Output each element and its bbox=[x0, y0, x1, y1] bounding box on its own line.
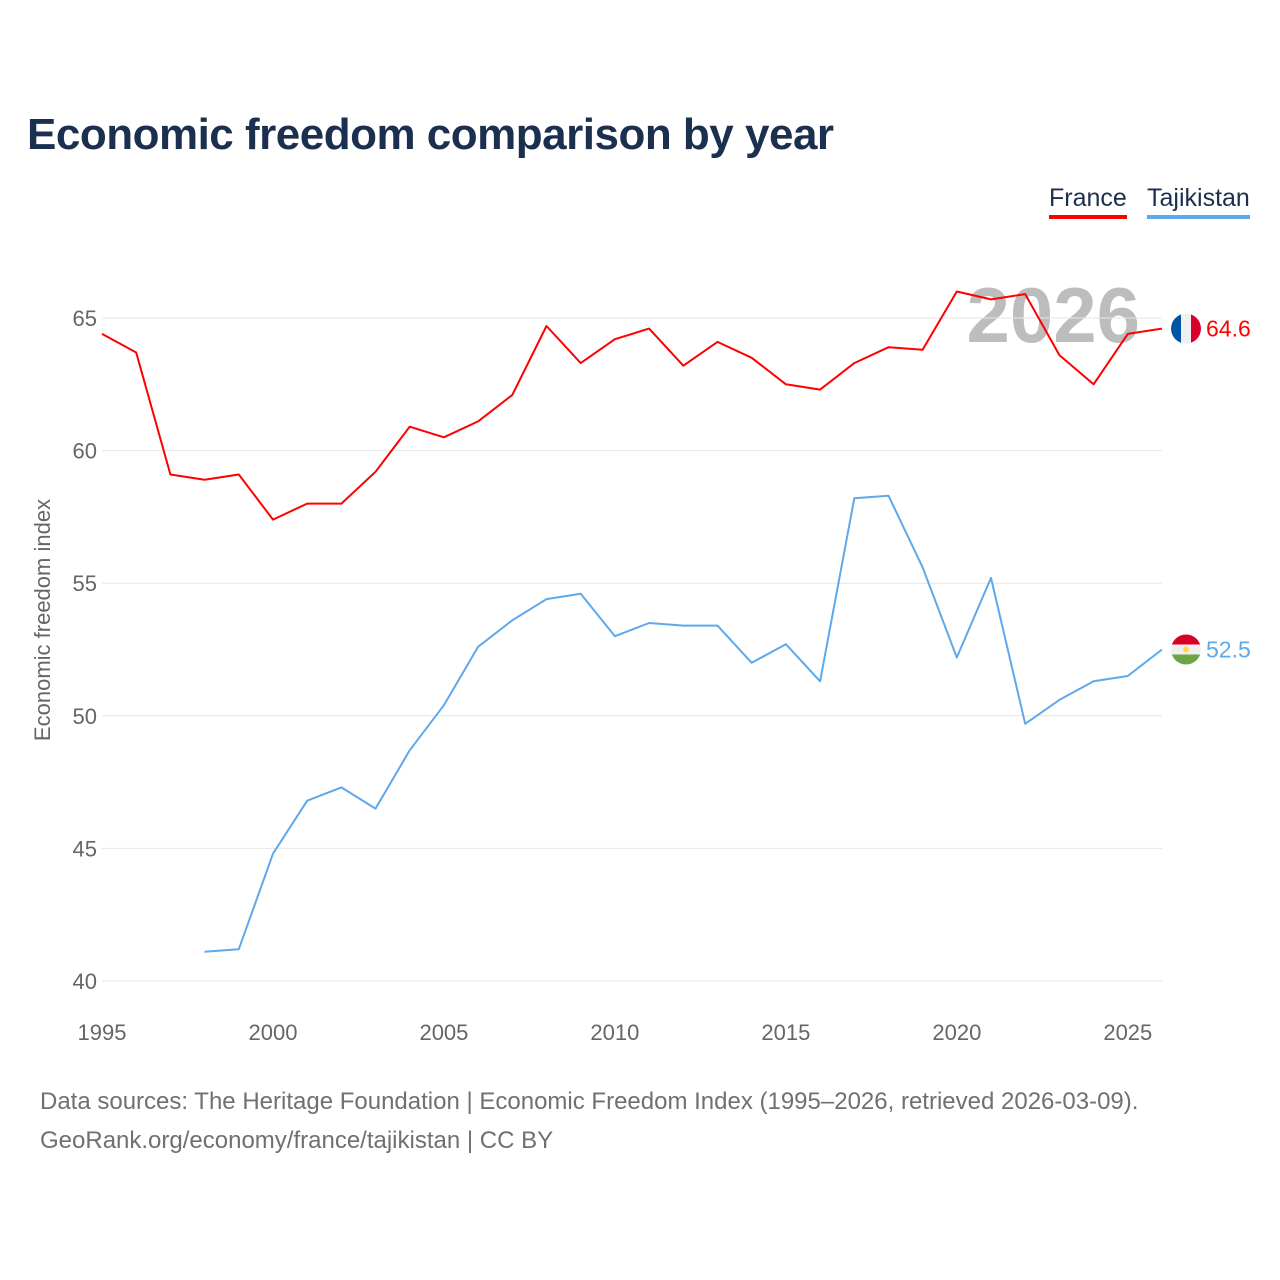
data-point bbox=[374, 807, 378, 811]
data-point bbox=[237, 947, 241, 951]
data-point bbox=[579, 592, 583, 596]
data-point bbox=[476, 645, 480, 649]
france-flag-icon bbox=[1171, 313, 1201, 344]
data-point bbox=[374, 470, 378, 474]
x-tick-label: 2015 bbox=[761, 1020, 810, 1045]
x-tick-label: 2000 bbox=[248, 1020, 297, 1045]
series-line-france bbox=[101, 290, 1163, 521]
data-point bbox=[1160, 327, 1164, 331]
y-tick-label: 65 bbox=[73, 306, 97, 331]
data-point bbox=[681, 624, 685, 628]
data-point bbox=[852, 361, 856, 365]
data-point bbox=[921, 348, 925, 352]
legend-tajikistan[interactable]: Tajikistan bbox=[1147, 184, 1250, 219]
data-point bbox=[750, 661, 754, 665]
data-point bbox=[408, 425, 412, 429]
data-point bbox=[442, 703, 446, 707]
data-point bbox=[681, 364, 685, 368]
data-point bbox=[989, 576, 993, 580]
data-source-text: Data sources: The Heritage Foundation | … bbox=[40, 1088, 1139, 1115]
data-point bbox=[510, 393, 514, 397]
data-point bbox=[955, 289, 959, 293]
data-point bbox=[1126, 332, 1130, 336]
data-point bbox=[1092, 382, 1096, 386]
tajikistan-flag-icon bbox=[1171, 634, 1201, 665]
x-tick-label: 1995 bbox=[78, 1020, 127, 1045]
data-point bbox=[203, 950, 207, 954]
y-tick-label: 55 bbox=[73, 571, 97, 596]
data-point bbox=[750, 356, 754, 360]
data-point bbox=[784, 382, 788, 386]
data-point bbox=[408, 748, 412, 752]
chart-title: Economic freedom comparison by year bbox=[27, 110, 834, 159]
y-tick-label: 60 bbox=[73, 439, 97, 464]
y-tick-label: 45 bbox=[73, 836, 97, 861]
data-point bbox=[339, 785, 343, 789]
x-tick-label: 2020 bbox=[932, 1020, 981, 1045]
end-value-label: 64.6 bbox=[1206, 316, 1251, 342]
data-point bbox=[784, 642, 788, 646]
data-point bbox=[613, 337, 617, 341]
legend-france[interactable]: France bbox=[1049, 184, 1127, 219]
data-point bbox=[305, 799, 309, 803]
data-point bbox=[1023, 292, 1027, 296]
y-axis-label: Economic freedom index bbox=[30, 499, 55, 741]
data-point bbox=[305, 502, 309, 506]
data-point bbox=[134, 350, 138, 354]
data-point bbox=[271, 852, 275, 856]
data-point bbox=[1023, 722, 1027, 726]
data-point bbox=[647, 327, 651, 331]
x-tick-label: 2025 bbox=[1103, 1020, 1152, 1045]
data-point bbox=[545, 324, 549, 328]
data-point bbox=[955, 655, 959, 659]
data-point bbox=[647, 621, 651, 625]
x-tick-label: 2005 bbox=[419, 1020, 468, 1045]
data-point bbox=[1057, 698, 1061, 702]
data-point bbox=[1092, 679, 1096, 683]
x-tick-label: 2010 bbox=[590, 1020, 639, 1045]
data-point bbox=[818, 679, 822, 683]
data-point bbox=[168, 472, 172, 476]
data-point bbox=[715, 624, 719, 628]
data-point bbox=[921, 565, 925, 569]
data-point bbox=[886, 494, 890, 498]
series-line-tajikistan bbox=[204, 494, 1163, 953]
data-point bbox=[237, 472, 241, 476]
data-point bbox=[989, 297, 993, 301]
data-point bbox=[100, 332, 104, 336]
y-tick-label: 40 bbox=[73, 969, 97, 994]
data-point bbox=[579, 361, 583, 365]
data-point bbox=[510, 618, 514, 622]
data-point bbox=[203, 478, 207, 482]
data-point bbox=[715, 340, 719, 344]
data-point bbox=[852, 496, 856, 500]
data-point bbox=[886, 345, 890, 349]
data-point bbox=[271, 518, 275, 522]
data-point bbox=[1160, 648, 1164, 652]
data-point bbox=[1126, 674, 1130, 678]
data-point bbox=[818, 388, 822, 392]
data-point bbox=[613, 634, 617, 638]
y-tick-label: 50 bbox=[73, 704, 97, 729]
attribution-text[interactable]: GeoRank.org/economy/france/tajikistan | … bbox=[40, 1127, 554, 1154]
data-point bbox=[339, 502, 343, 506]
end-value-label: 52.5 bbox=[1206, 637, 1251, 663]
data-point bbox=[476, 419, 480, 423]
data-point bbox=[442, 435, 446, 439]
data-point bbox=[1057, 353, 1061, 357]
data-point bbox=[545, 597, 549, 601]
